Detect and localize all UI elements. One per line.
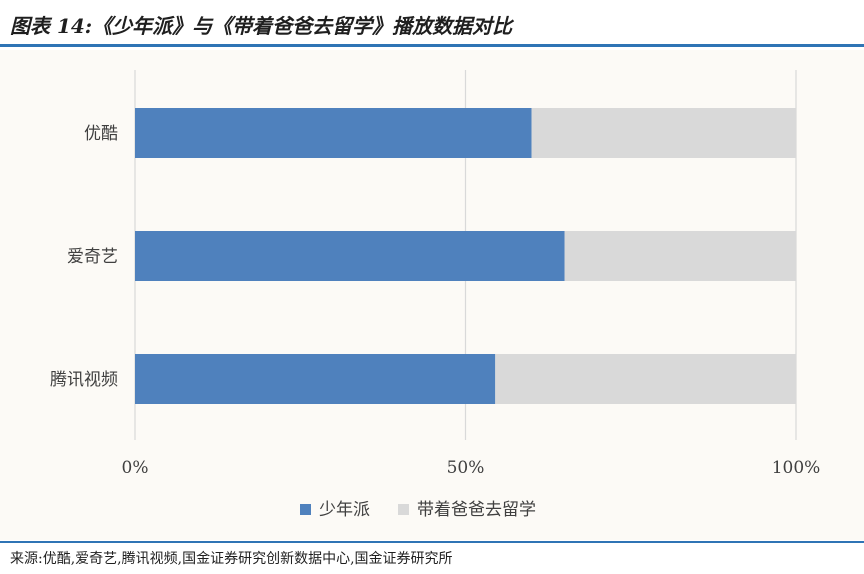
legend-label: 带着爸爸去留学 bbox=[417, 500, 536, 520]
legend-swatch bbox=[398, 504, 409, 515]
legend-label: 少年派 bbox=[319, 500, 370, 520]
bar-segment bbox=[531, 108, 796, 158]
x-tick-label: 50% bbox=[447, 458, 485, 478]
bar-segment bbox=[135, 354, 496, 404]
source-rule bbox=[0, 541, 864, 543]
x-tick-label: 0% bbox=[122, 458, 149, 478]
category-label: 爱奇艺 bbox=[67, 247, 118, 267]
bar-segment bbox=[135, 231, 565, 281]
chart-title: 图表 14:《少年派》与《带着爸爸去留学》播放数据对比 bbox=[10, 14, 513, 38]
title-rule bbox=[0, 44, 864, 47]
title-bar: 图表 14:《少年派》与《带着爸爸去留学》播放数据对比 bbox=[0, 0, 864, 46]
category-label: 优酷 bbox=[84, 124, 118, 144]
source-note: 来源:优酷,爱奇艺,腾讯视频,国金证券研究创新数据中心,国金证券研究所 bbox=[10, 551, 453, 567]
bar-segment bbox=[564, 231, 796, 281]
x-tick-label: 100% bbox=[772, 458, 821, 478]
bar-segment bbox=[135, 108, 532, 158]
legend-swatch bbox=[300, 504, 311, 515]
category-label: 腾讯视频 bbox=[50, 370, 118, 390]
bar-segment bbox=[495, 354, 796, 404]
